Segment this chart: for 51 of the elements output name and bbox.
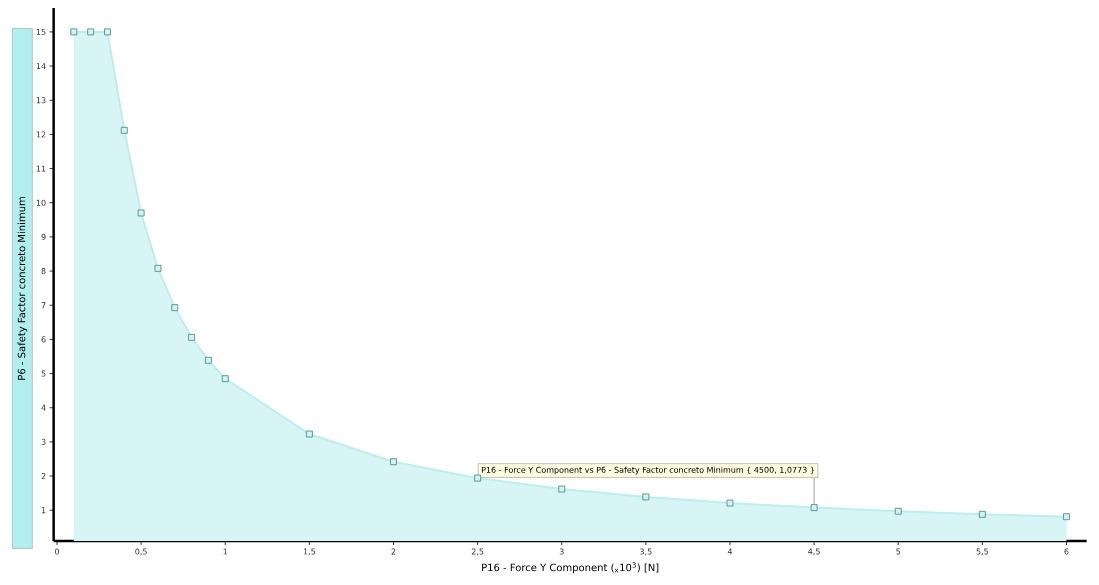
x-tick-label: 1,5 [303,548,316,556]
y-tick-label: 14 [36,63,46,69]
point [642,493,650,501]
y-tick-label: 8 [41,268,46,275]
point [171,304,179,312]
point [726,499,734,507]
y-tick-label: 6 [41,336,46,343]
point [70,28,78,36]
y-tick-label: 1 [41,507,46,514]
point [221,375,229,383]
y-tick-label: 4 [41,404,46,411]
y-tick-label: 9 [41,233,46,240]
point [558,485,566,493]
x-tick-label: 4,5 [808,548,820,556]
y-tick-label: 5 [41,370,46,377]
y-tick-label: 15 [36,28,46,35]
x-tick-label: 1 [223,548,228,555]
x-tick-label: 2,5 [471,548,484,556]
y-tick-label: 13 [36,97,46,104]
annotation: P16 - Force Y Component vs P6 - Safety Factor concreto Minimum { 4500, 1,0773 } [481,466,814,475]
y-tick-label: 12 [36,131,46,138]
point [87,28,95,36]
y-axis-title: P6 - Safety Factor concreto Minimum [17,197,28,380]
point [305,430,313,438]
x-tick-label: 5,5 [976,548,989,556]
x-tick-label: 5 [896,548,901,555]
x-tick-label: 3,5 [640,548,652,556]
point [978,510,986,518]
point [154,264,162,272]
x-tick-label: 3 [559,548,564,555]
x-tick-label: 6 [1064,548,1069,555]
y-tick-label: 2 [41,473,46,480]
point [810,504,818,511]
point [104,28,111,36]
point [894,507,902,515]
point [474,474,482,482]
y-tick-label: 10 [36,199,46,206]
x-tick-label: 4 [727,548,733,555]
point [1063,513,1070,521]
point [188,333,196,341]
x-tick-label: 0 [55,548,60,555]
x-tick-label: 2 [391,548,396,555]
x-axis-title: P16 - Force Y Component ($_{x}$10$^{3}$) [N] [482,562,659,574]
y-tick-label: 3 [41,438,46,445]
y-tick-label: 7 [41,302,46,309]
point [205,356,212,364]
point [137,209,145,217]
point [390,458,397,466]
point [120,126,128,134]
x-tick-label: 0,5 [135,548,147,556]
y-tick-label: 11 [36,165,46,172]
